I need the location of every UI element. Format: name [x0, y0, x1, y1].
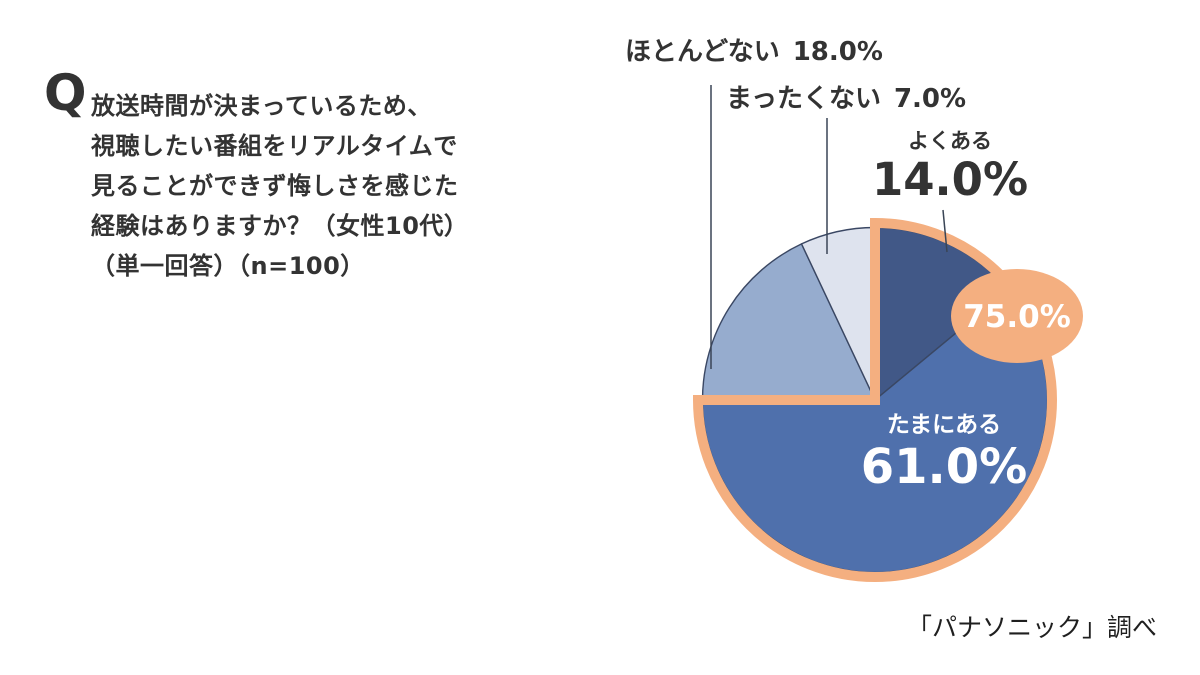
slice-label-yokuaru: よくある	[908, 129, 992, 153]
slice-value-hotondonai: 18.0%	[792, 37, 883, 67]
question-q-mark: Q	[44, 64, 87, 122]
callout-bubble	[951, 269, 1083, 363]
slice-value-tamaniaru: 61.0%	[860, 439, 1028, 495]
label-hotondonai: ほとんどない 18.0%	[625, 31, 883, 68]
highlight-ring	[692, 217, 1057, 582]
question-line-5: （単一回答）（n=100）	[91, 252, 365, 280]
pie-slice-2	[701, 243, 876, 401]
question-text: 放送時間が決まっているため、 視聴したい番組をリアルタイムで 見ることができず悔…	[91, 86, 511, 286]
question-line-2: 視聴したい番組をリアルタイムで	[91, 132, 458, 160]
question-line-1: 放送時間が決まっているため、	[91, 92, 432, 120]
source-caption: 「パナソニック」調べ	[906, 613, 1157, 642]
slice-label-hotondonai: ほとんどない	[625, 37, 780, 67]
label-tamaniaru: たまにある 61.0%	[839, 411, 1049, 492]
slice-label-mattakunai: まったくない	[726, 84, 881, 114]
leader-line-yokuaru	[942, 209, 948, 253]
slice-value-yokuaru: 14.0%	[871, 153, 1029, 206]
slice-value-mattakunai: 7.0%	[893, 84, 967, 114]
question-line-4: 経験はありますか？（女性10代）	[91, 212, 469, 240]
label-yokuaru: よくある 14.0%	[845, 128, 1055, 203]
slice-label-tamaniaru: たまにある	[886, 412, 1002, 438]
callout-value: 75.0%	[963, 299, 1071, 335]
question-line-3: 見ることができず悔しさを感じた	[91, 172, 459, 200]
label-mattakunai: まったくない 7.0%	[726, 78, 966, 115]
